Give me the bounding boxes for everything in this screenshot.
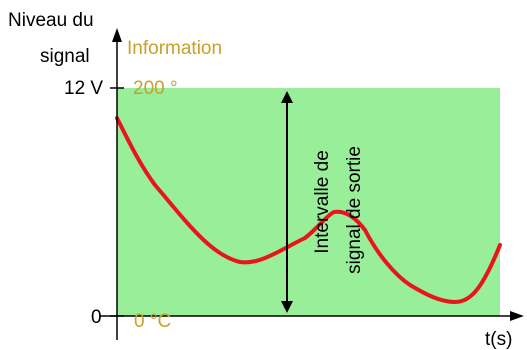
signal-curve [115,116,502,304]
signal-range-band [117,88,500,316]
information-label: Information [127,38,222,59]
y-axis-title-line2: signal [40,46,90,67]
arrow-up-icon [112,28,122,42]
y-zero-label: 0 [91,307,102,328]
interval-arrowhead-bottom [281,301,293,313]
y-top-volt-label: 12 V [64,78,103,99]
interval-arrowhead-top [281,91,293,103]
y-axis-title-line1: Niveau du [8,10,94,31]
interval-label-line1: Intervalle de [312,150,333,254]
x-axis-label: t(s) [485,329,512,350]
y-top-info-label: 200 ° [133,78,178,99]
arrow-right-icon [510,311,524,321]
interval-label-line2: signal de sortie [344,146,365,274]
y-zero-info-label: 0 °C [134,311,171,332]
